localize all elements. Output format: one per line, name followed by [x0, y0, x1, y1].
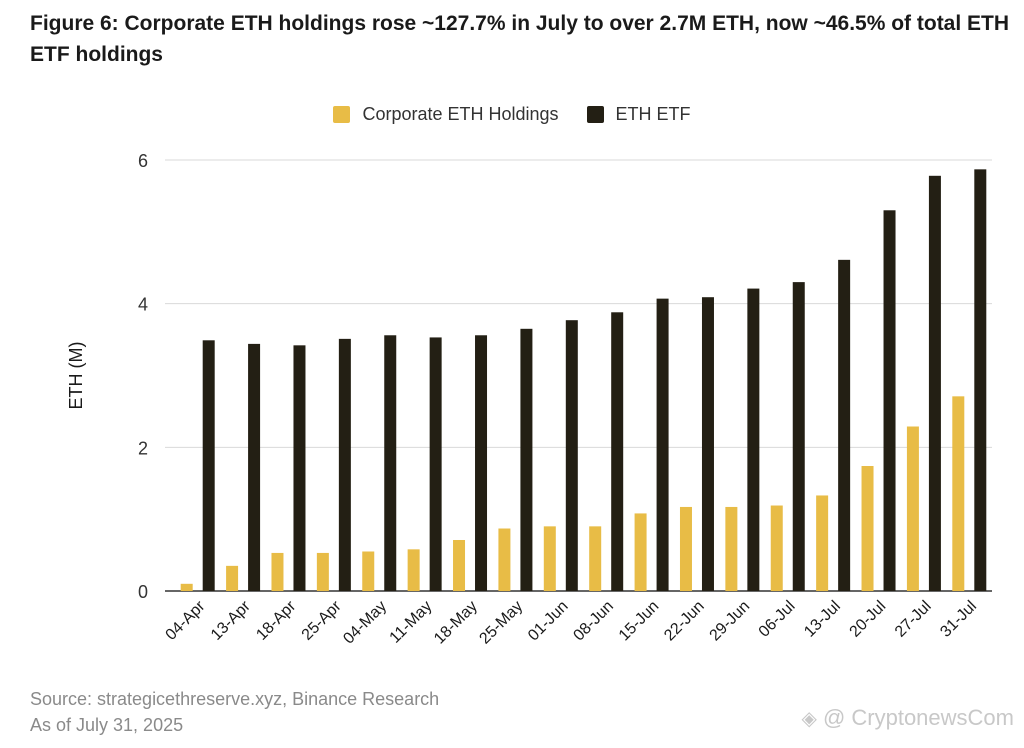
bar-etf [202, 340, 215, 591]
bar-etf [883, 210, 896, 592]
legend-swatch-etf [586, 106, 604, 123]
bar-etf [565, 320, 578, 591]
bar-corporate [316, 552, 329, 591]
y-axis-label: ETH (M) [66, 342, 86, 410]
y-tick-label: 0 [138, 582, 148, 602]
bar-etf [974, 169, 987, 592]
x-tick-label: 13-Jul [801, 598, 844, 641]
x-tick-label: 04-Apr [163, 597, 209, 643]
legend-item-corporate: Corporate ETH Holdings [333, 104, 559, 125]
source-note: Source: strategicethreserve.xyz, Binance… [30, 689, 440, 709]
x-tick-label: 04-May [340, 598, 390, 648]
x-tick-label: 11-May [387, 598, 436, 647]
chart-title: Figure 6: Corporate ETH holdings rose ~1… [30, 12, 1010, 66]
bar-corporate [634, 513, 647, 591]
bar-etf [248, 343, 261, 591]
legend-item-etf: ETH ETF [586, 104, 691, 125]
bar-etf [747, 288, 760, 591]
bar-etf [475, 335, 488, 591]
bar-etf [656, 298, 669, 591]
legend-swatch-corporate [333, 106, 351, 123]
x-tick-label: 22-Jun [661, 598, 708, 645]
bar-etf [701, 297, 714, 591]
x-tick-label: 25-May [476, 598, 526, 648]
x-tick-label: 27-Jul [892, 598, 935, 641]
bar-corporate [271, 552, 284, 591]
x-tick-label: 20-Jul [847, 598, 890, 641]
bar-corporate [453, 539, 466, 591]
y-tick-label: 4 [138, 295, 148, 315]
bar-corporate [226, 565, 239, 591]
as-of-note: As of July 31, 2025 [30, 715, 184, 735]
bar-corporate [679, 506, 692, 591]
bar-etf [384, 335, 397, 591]
bar-etf [338, 338, 351, 591]
x-tick-label: 08-Jun [570, 598, 617, 645]
bar-etf [293, 345, 306, 591]
x-tick-label: 31-Jul [937, 598, 980, 641]
x-tick-label: 13-Apr [208, 597, 254, 643]
bar-corporate [906, 426, 919, 591]
bar-etf [792, 282, 805, 591]
bar-corporate [952, 396, 965, 591]
x-tick-label: 18-May [431, 598, 481, 648]
chart-legend: Corporate ETH Holdings ETH ETF [0, 104, 1024, 125]
bar-etf [838, 259, 851, 591]
bar-corporate [407, 549, 420, 591]
y-tick-label: 6 [138, 151, 148, 171]
bar-corporate [816, 495, 829, 591]
bar-corporate [498, 528, 511, 591]
x-tick-label: 29-Jun [707, 598, 754, 645]
bar-corporate [861, 466, 874, 591]
chart-footer: Source: strategicethreserve.xyz, Binance… [30, 686, 439, 738]
bar-corporate [725, 506, 738, 591]
bar-corporate [362, 551, 375, 591]
bar-corporate [589, 526, 602, 591]
x-tick-label: 01-Jun [525, 598, 572, 645]
legend-label-etf: ETH ETF [615, 104, 691, 124]
bar-etf [928, 175, 941, 591]
bar-etf [520, 328, 533, 591]
bar-etf [611, 312, 624, 591]
x-tick-label: 15-Jun [616, 598, 663, 645]
y-tick-label: 2 [138, 438, 148, 458]
x-tick-label: 06-Jul [756, 598, 799, 641]
bar-corporate [770, 505, 783, 591]
diamond-logo-icon: ◈ [801, 707, 817, 730]
bar-corporate [180, 583, 193, 591]
bar-etf [429, 337, 442, 591]
watermark-text: @ CryptonewsCom [822, 705, 1014, 730]
x-tick-label: 25-Apr [299, 597, 345, 643]
watermark: ◈ @ CryptonewsCom [802, 705, 1014, 731]
bar-corporate [543, 526, 556, 591]
x-tick-label: 18-Apr [253, 597, 299, 643]
legend-label-corporate: Corporate ETH Holdings [362, 104, 559, 124]
